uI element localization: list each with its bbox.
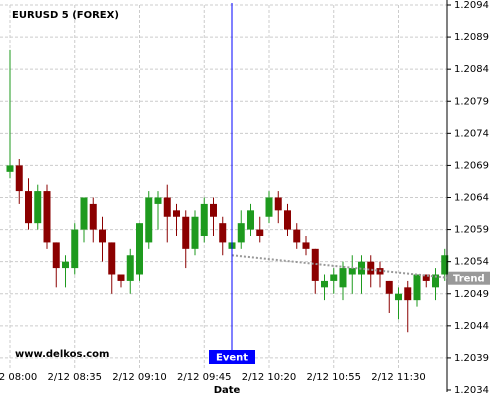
y-tick-label: 1.2039 bbox=[454, 353, 489, 364]
candle-body bbox=[182, 216, 190, 249]
candle-body bbox=[117, 274, 125, 281]
y-tick-label: 1.2054 bbox=[454, 257, 489, 268]
candle-body bbox=[136, 223, 143, 275]
candle-body bbox=[274, 197, 282, 211]
x-axis-title: Date bbox=[214, 385, 241, 396]
x-tick-label: 2/12 08:35 bbox=[48, 372, 102, 383]
y-tick-label: 1.2069 bbox=[454, 160, 489, 171]
candle-body bbox=[441, 255, 449, 275]
event-label: Event bbox=[216, 353, 248, 364]
candle-body bbox=[265, 197, 273, 217]
candle-body bbox=[126, 255, 134, 281]
y-tick-label: 1.2094 bbox=[454, 0, 489, 11]
candle-body bbox=[339, 268, 347, 288]
candle-body bbox=[311, 248, 319, 281]
trend-line bbox=[231, 254, 448, 279]
y-tick-label: 1.2079 bbox=[454, 96, 489, 107]
candle-body bbox=[247, 210, 254, 230]
candle-body bbox=[330, 274, 338, 281]
candle-body bbox=[62, 261, 69, 269]
candle-body bbox=[108, 242, 116, 275]
y-tick-label: 1.2059 bbox=[454, 225, 489, 236]
y-tick-label: 1.2034 bbox=[454, 385, 489, 396]
x-tick-label: 2/12 09:10 bbox=[112, 372, 166, 383]
event-label-box bbox=[209, 350, 255, 364]
candle-body bbox=[6, 165, 14, 172]
candle-body bbox=[256, 229, 264, 236]
candle-body bbox=[404, 287, 412, 301]
candle-body bbox=[293, 229, 301, 243]
candle-body bbox=[219, 223, 227, 243]
y-tick-label: 1.2044 bbox=[454, 321, 489, 332]
x-tick-label: 2/12 09:45 bbox=[177, 372, 231, 383]
candle-body bbox=[163, 197, 171, 217]
candle-body bbox=[154, 197, 162, 204]
candle-body bbox=[71, 229, 79, 269]
candle-body bbox=[25, 191, 32, 224]
candle-body bbox=[15, 165, 23, 192]
candle-body bbox=[200, 203, 208, 236]
candle-body bbox=[34, 191, 42, 224]
candle-body bbox=[173, 210, 180, 217]
candle-body bbox=[145, 197, 153, 243]
candles bbox=[6, 49, 449, 333]
y-tick-label: 1.2049 bbox=[454, 289, 489, 300]
candle-body bbox=[284, 210, 291, 230]
candle-body bbox=[321, 280, 328, 288]
y-tick-label: 1.2084 bbox=[454, 64, 489, 75]
candle-body bbox=[422, 274, 430, 281]
y-tick-label: 1.2064 bbox=[454, 193, 489, 204]
x-tick-label: 2/12 10:20 bbox=[242, 372, 296, 383]
x-tick-label: 2/12 08:00 bbox=[0, 372, 37, 383]
candle-body bbox=[99, 229, 106, 243]
candle-body bbox=[413, 274, 421, 301]
candle-body bbox=[432, 274, 439, 288]
candle-body bbox=[80, 197, 88, 230]
candle-body bbox=[237, 223, 245, 243]
x-tick-label: 2/12 10:55 bbox=[307, 372, 361, 383]
candle-body bbox=[52, 242, 60, 269]
candle-body bbox=[302, 242, 310, 249]
candle-body bbox=[395, 293, 402, 301]
candle-body bbox=[367, 261, 375, 275]
y-tick-label: 1.2089 bbox=[454, 32, 489, 43]
candle-body bbox=[210, 203, 217, 217]
y-tick-label: 1.2074 bbox=[454, 128, 489, 139]
trend-label-box bbox=[448, 271, 490, 285]
x-tick-label: 2/12 11:30 bbox=[371, 372, 425, 383]
watermark: www.delkos.com bbox=[15, 349, 109, 360]
candle-body bbox=[358, 261, 365, 275]
candle-body bbox=[385, 280, 393, 294]
candle-body bbox=[43, 191, 51, 243]
candle-body bbox=[191, 216, 199, 249]
candle-body bbox=[348, 268, 356, 275]
chart-title: EURUSD 5 (FOREX) bbox=[12, 10, 119, 21]
trend-label: Trend bbox=[453, 274, 485, 285]
candle-body bbox=[89, 203, 97, 230]
